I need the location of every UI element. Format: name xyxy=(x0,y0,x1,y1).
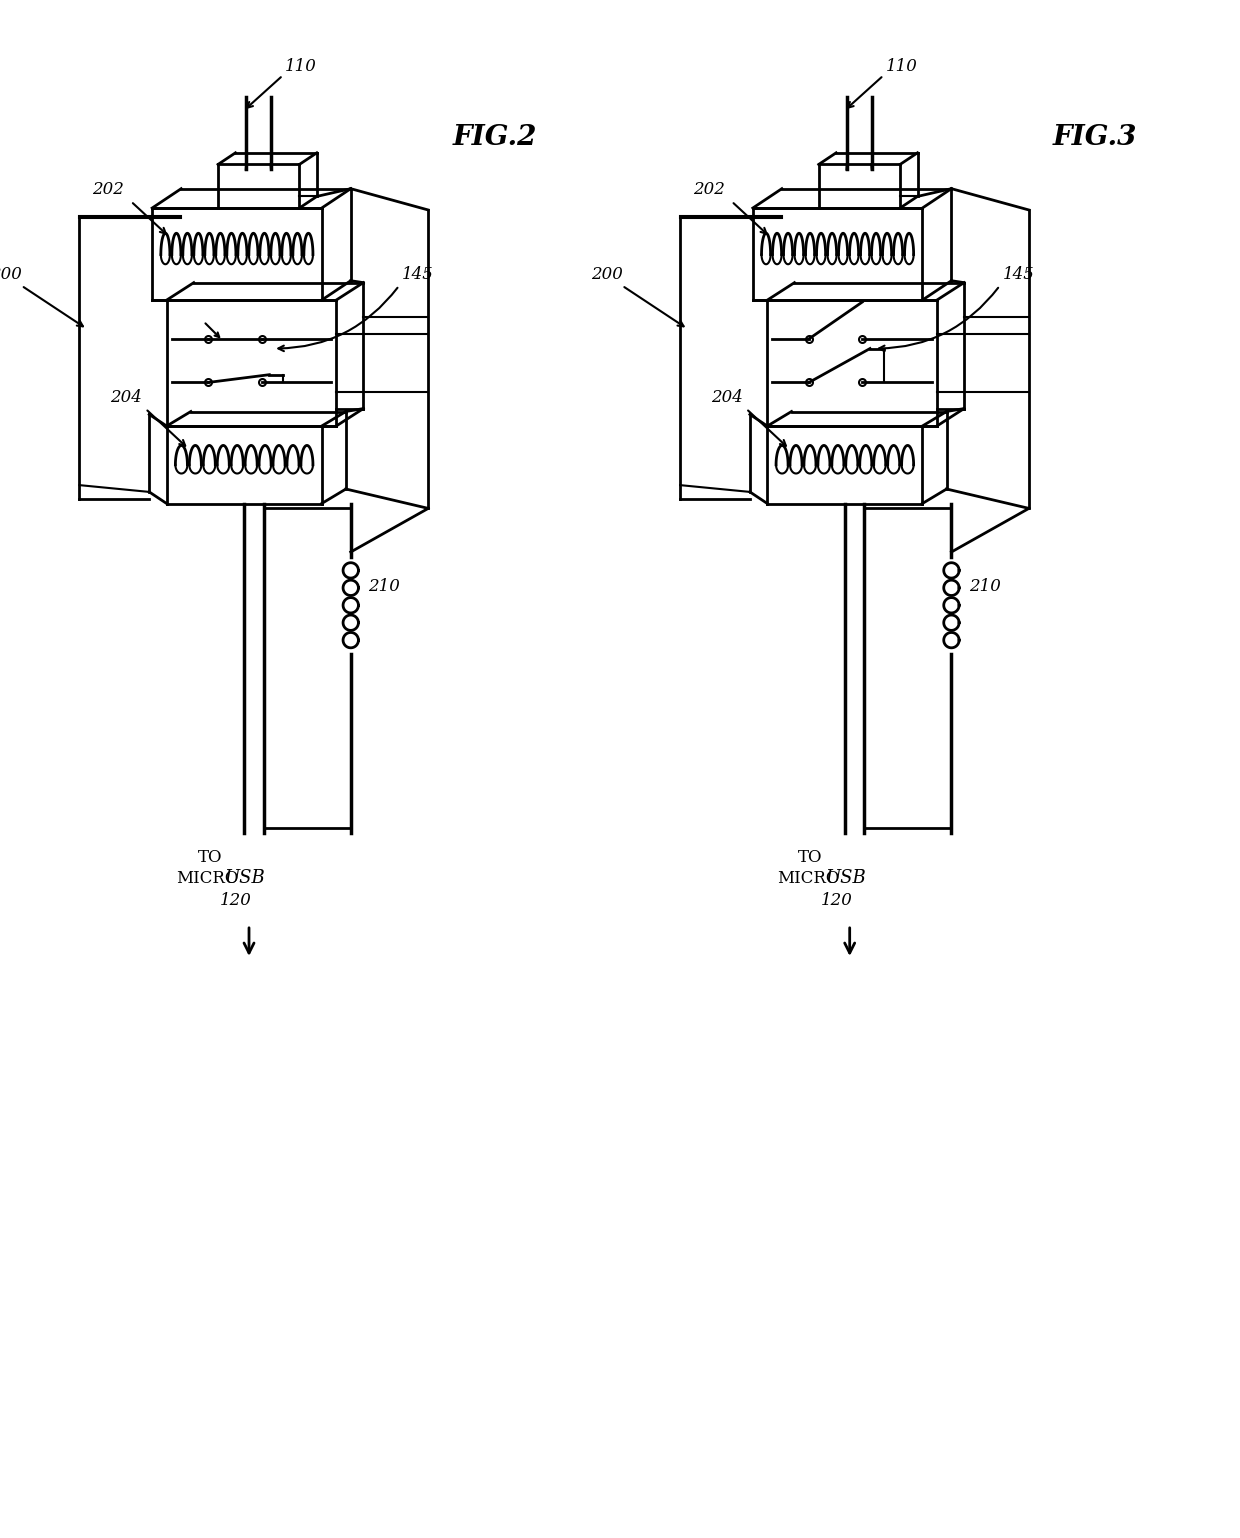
Text: 145: 145 xyxy=(402,266,434,283)
Text: 210: 210 xyxy=(368,578,401,595)
Text: TO: TO xyxy=(799,849,823,866)
Text: 204: 204 xyxy=(110,389,143,406)
Text: MICRO: MICRO xyxy=(777,871,839,887)
Text: 200: 200 xyxy=(0,266,22,283)
Text: USB: USB xyxy=(826,869,867,887)
Text: USB: USB xyxy=(224,869,265,887)
Text: 202: 202 xyxy=(693,181,724,198)
Text: 145: 145 xyxy=(1003,266,1034,283)
Text: FIG.2: FIG.2 xyxy=(453,125,537,151)
Text: MICRO: MICRO xyxy=(176,871,239,887)
Text: 200: 200 xyxy=(591,266,622,283)
Text: 110: 110 xyxy=(285,58,316,75)
Text: TO: TO xyxy=(197,849,222,866)
Text: 120: 120 xyxy=(219,892,252,909)
Text: 202: 202 xyxy=(92,181,124,198)
Text: 120: 120 xyxy=(821,892,852,909)
Text: 204: 204 xyxy=(712,389,743,406)
Text: FIG.3: FIG.3 xyxy=(1053,125,1137,151)
Text: 110: 110 xyxy=(885,58,918,75)
Text: 210: 210 xyxy=(968,578,1001,595)
